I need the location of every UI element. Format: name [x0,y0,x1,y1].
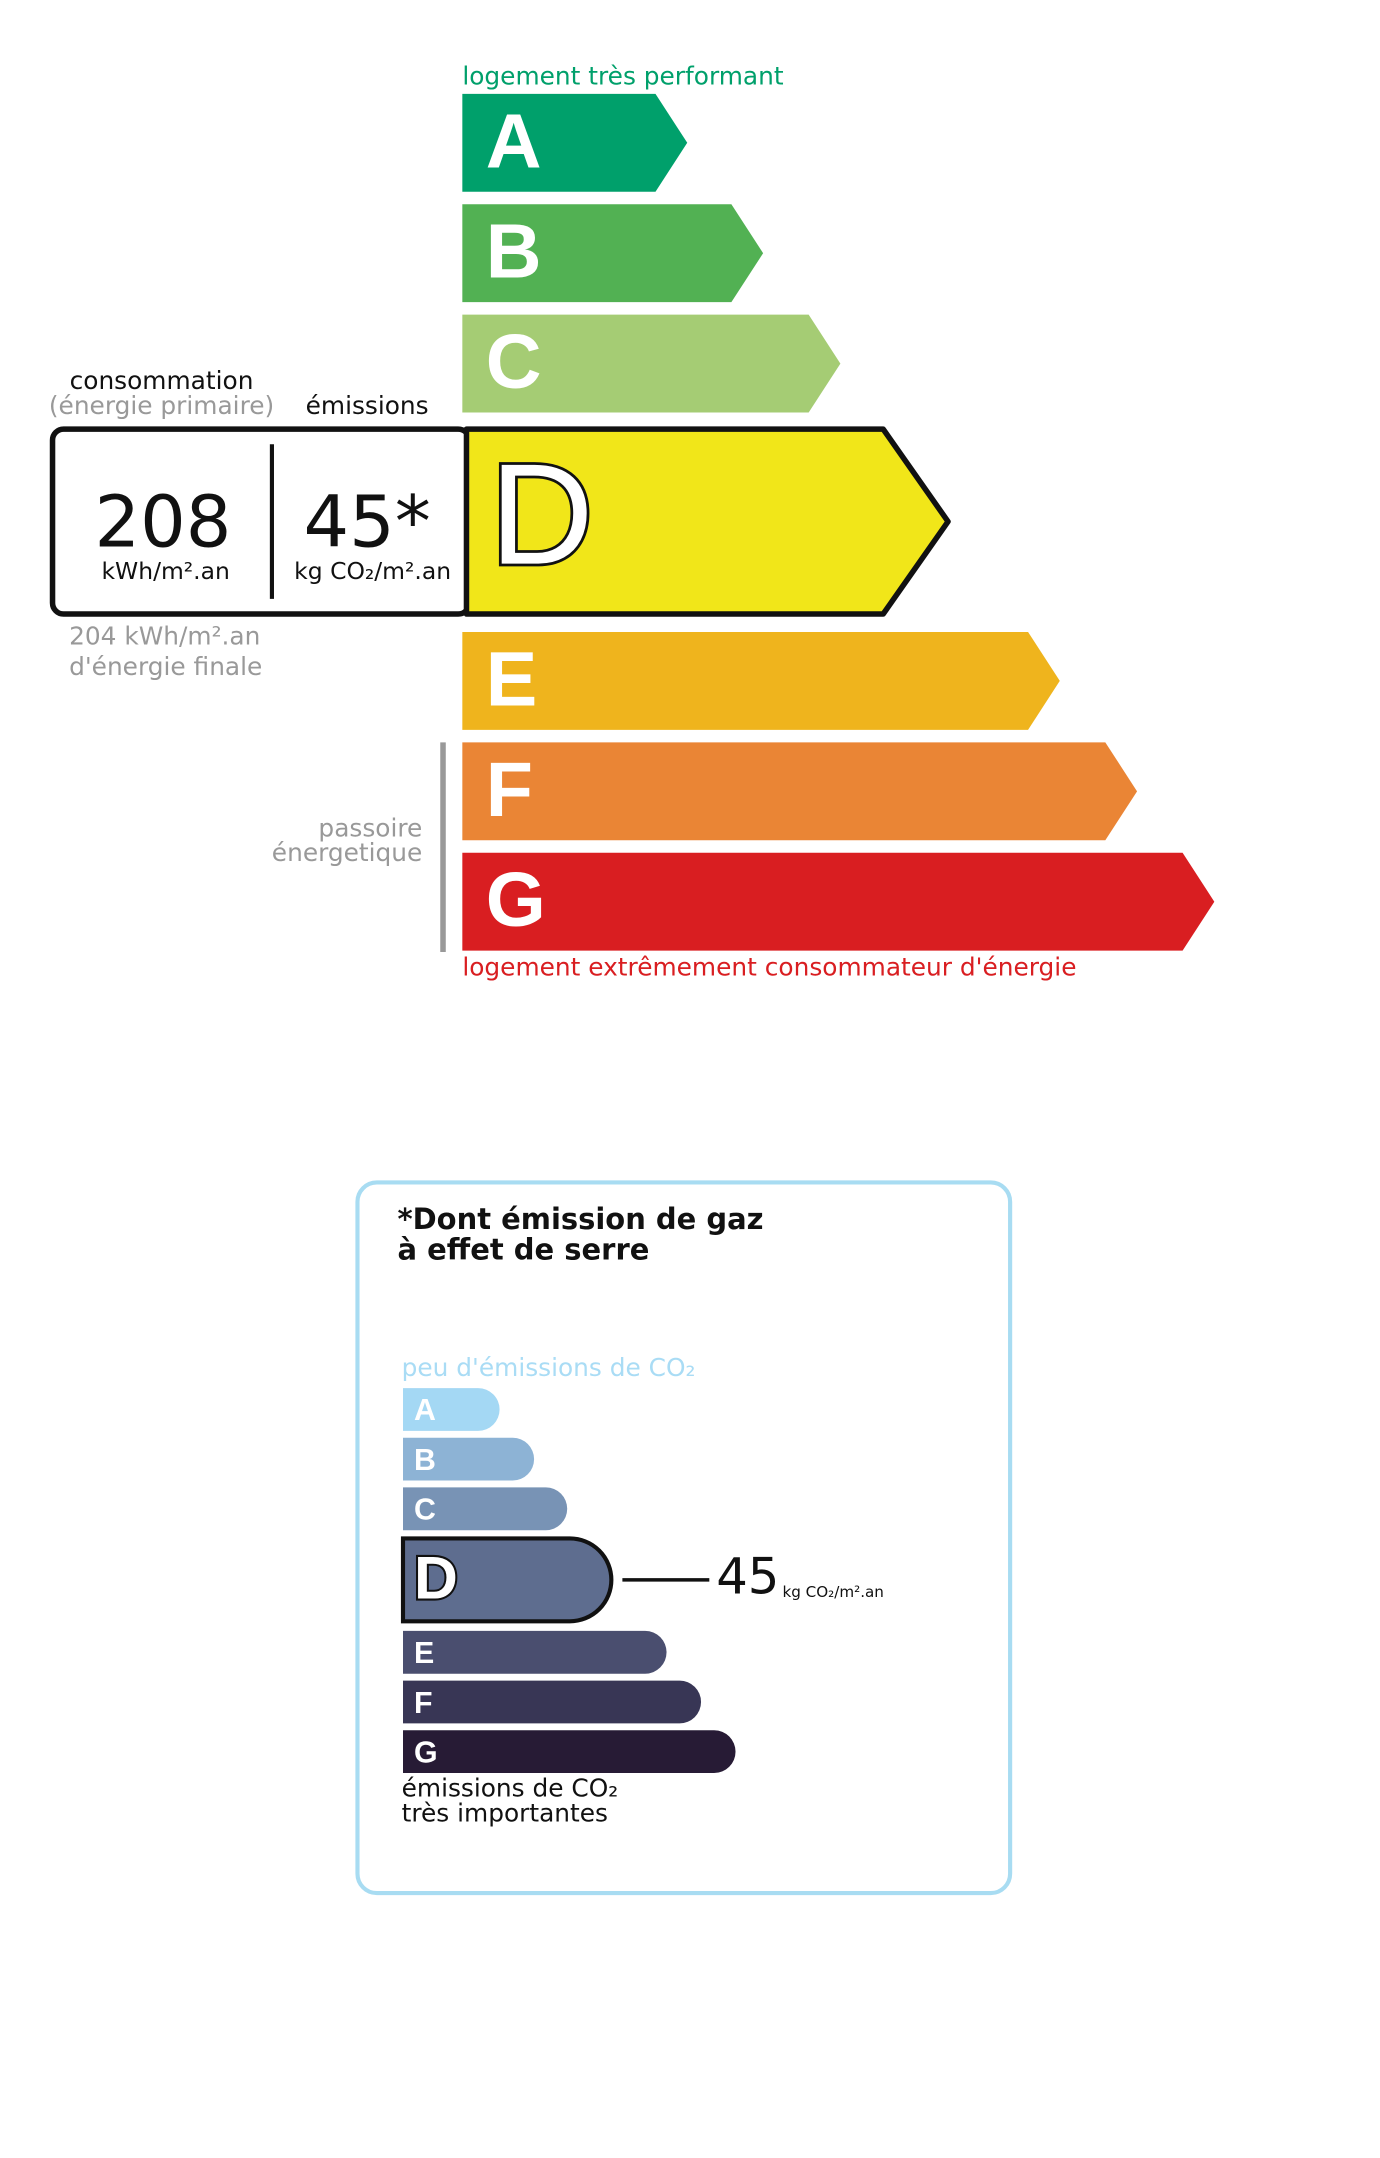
class-letter: E [486,636,538,722]
final-energy-label: d'énergie finale [69,652,262,681]
class-bar [462,314,841,413]
ghg-bar [403,1487,568,1531]
ghg-value: 45 [716,1547,779,1605]
ghg-bar-active [400,1536,614,1624]
class-bar [462,631,1060,730]
ghg-bar [403,1680,702,1724]
class-letter: B [486,209,542,295]
ghg-bar [403,1437,535,1481]
ghg-bar [403,1630,667,1674]
class-letter-active: D [490,435,594,595]
consumption-value: 208 [94,480,231,564]
ghg-letter: A [414,1394,436,1427]
ghg-bottom-label: très importantes [402,1798,608,1827]
class-letter: A [486,98,542,184]
ghg-letter-active: D [414,1544,458,1612]
ghg-bottom-label: émissions de CO₂ [402,1774,619,1803]
class-bar [462,742,1138,841]
sieve-label: passoire [318,813,422,842]
class-letter: G [486,857,546,943]
ghg-title: *Dont émission de gaz [397,1202,763,1236]
emissions-header: émissions [306,391,429,420]
consumption-unit: kWh/m².an [101,557,229,585]
emissions-unit: kg CO₂/m².an [294,557,451,585]
ghg-top-label: peu d'émissions de CO₂ [402,1353,696,1382]
ghg-letter: G [414,1736,438,1769]
class-letter: F [486,747,533,833]
ghg-bar [403,1730,736,1774]
emissions-value: 45* [304,480,431,564]
ghg-letter: F [414,1687,433,1720]
ghg-letter: E [414,1637,434,1670]
final-energy-value: 204 kWh/m².an [69,621,260,650]
class-letter: C [486,319,542,405]
ghg-title: à effet de serre [397,1232,649,1266]
class-bar-active [463,426,951,617]
ghg-bar [403,1388,500,1431]
ghg-box [355,1180,1013,1896]
class-bar [462,204,764,303]
bottom-label: logement extrêmement consommateur d'éner… [462,953,1076,982]
ghg-letter: C [414,1494,436,1527]
ghg-unit: kg CO₂/m².an [782,1583,883,1601]
class-bar [462,93,688,192]
top-label: logement très performant [462,61,784,90]
consumption-subheader: (énergie primaire) [49,391,274,420]
sieve-label: énergetique [272,838,423,867]
class-bar [462,852,1215,951]
consumption-header: consommation [70,366,254,395]
ghg-letter: B [414,1444,436,1477]
